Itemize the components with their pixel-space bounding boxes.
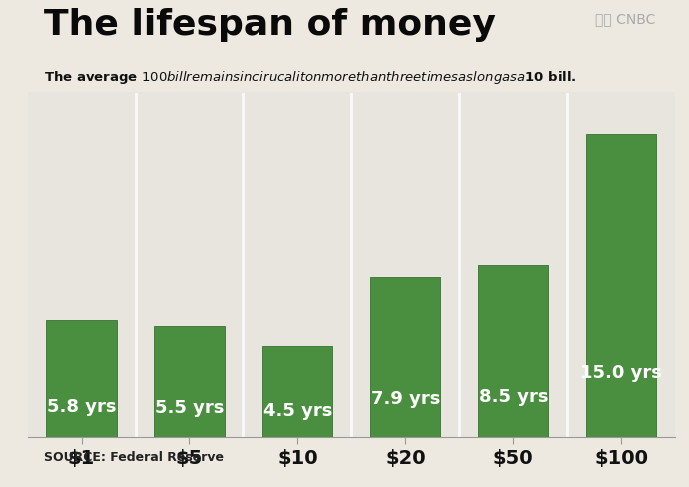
Bar [263,346,333,437]
Text: 7.9 yrs: 7.9 yrs [371,390,440,408]
Text: 5.8 yrs: 5.8 yrs [47,398,116,416]
Text: The lifespan of money: The lifespan of money [44,7,495,41]
Bar [478,265,548,437]
Bar [154,326,225,437]
Text: 4.5 yrs: 4.5 yrs [263,402,332,420]
Bar [370,277,440,437]
Text: 8.5 yrs: 8.5 yrs [479,388,548,406]
Text: 15.0 yrs: 15.0 yrs [580,364,662,382]
Text: The average $100 bill remains in cirucaliton more than three times as long as a : The average $100 bill remains in cirucal… [44,69,576,86]
Text: SOURCE: Federal Reserve: SOURCE: Federal Reserve [44,450,224,464]
Text: 5.5 yrs: 5.5 yrs [155,399,224,417]
Text: ⯆⯆ CNBC: ⯆⯆ CNBC [595,12,656,26]
Bar [46,319,116,437]
Bar [586,133,657,437]
